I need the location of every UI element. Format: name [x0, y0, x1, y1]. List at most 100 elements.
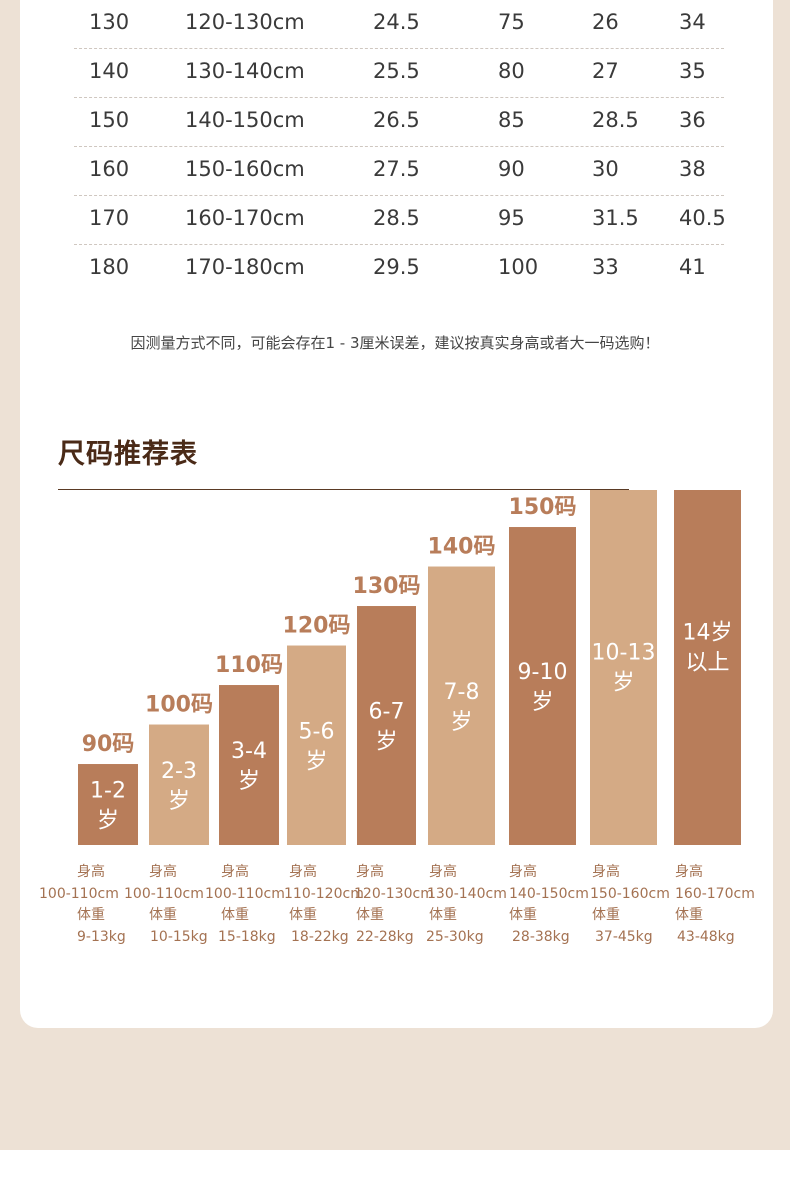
bar-age-label: 以上 [685, 651, 729, 676]
table-cell-size: 170 [89, 206, 130, 230]
table-row: 130 120-130cm 24.5 75 26 34 [74, 0, 724, 49]
bar-age-label: 9-10 [518, 660, 568, 685]
size-info: 身高 100-110cm 体重 10-15kg [124, 862, 229, 948]
table-cell-size: 130 [89, 10, 130, 34]
table-cell-col4: 95 [498, 206, 525, 230]
bar-age-label: 岁 [450, 710, 472, 735]
table-cell-col4: 85 [498, 108, 525, 132]
weight-value: 28-38kg [512, 928, 570, 945]
table-cell-col5: 26 [592, 10, 619, 34]
weight-value: 37-45kg [595, 928, 653, 945]
table-cell-height: 140-150cm [185, 108, 305, 132]
table-cell-col3: 25.5 [373, 59, 420, 83]
size-info: 身高 110-120cm 体重 18-22kg [284, 862, 369, 948]
category-label: 100码 [145, 693, 213, 718]
table-cell-col3: 24.5 [373, 10, 420, 34]
bar-age-label: 10-13 [592, 640, 656, 665]
height-label: 身高 [592, 864, 620, 880]
weight-label: 体重 [77, 907, 105, 923]
height-value: 120-130cm [354, 885, 434, 902]
table-cell-col3: 28.5 [373, 206, 420, 230]
size-info: 身高 160-170cm 体重 43-48kg [675, 862, 755, 948]
table-cell-col6: 41 [679, 255, 706, 279]
bar-age-label: 3-4 [231, 739, 267, 764]
bar-age-label: 岁 [305, 749, 327, 774]
table-cell-size: 150 [89, 108, 130, 132]
weight-label: 体重 [289, 907, 317, 923]
table-cell-col5: 31.5 [592, 206, 639, 230]
table-cell-col4: 90 [498, 157, 525, 181]
bar-age-label: 1-2 [90, 779, 126, 804]
weight-value: 10-15kg [150, 928, 208, 945]
weight-value: 22-28kg [356, 928, 414, 945]
category-label: 110码 [215, 653, 283, 678]
size-info: 身高 100-110cm 体重 15-18kg [205, 862, 301, 948]
height-value: 110-120cm [284, 885, 364, 902]
height-label: 身高 [509, 864, 537, 880]
chart-title: 尺码推荐表 [58, 439, 198, 470]
table-cell-col6: 36 [679, 108, 706, 132]
weight-value: 43-48kg [677, 928, 735, 945]
bar-130码 [357, 606, 416, 845]
table-cell-col6: 35 [679, 59, 706, 83]
table-cell-col5: 30 [592, 157, 619, 181]
size-info: 身高 100-110cm 体重 9-13kg [39, 862, 157, 948]
category-label: 140码 [428, 535, 496, 560]
table-cell-height: 120-130cm [185, 10, 305, 34]
height-label: 身高 [675, 864, 703, 880]
table-cell-size: 160 [89, 157, 130, 181]
size-table: 130 120-130cm 24.5 75 26 34 140 130-140cm 25.5 80… [74, 0, 726, 293]
category-label: 150码 [509, 495, 577, 520]
bar-age-label: 岁 [375, 730, 397, 755]
title-divider [58, 489, 629, 490]
table-cell-col5: 33 [592, 255, 619, 279]
table-cell-col3: 27.5 [373, 157, 420, 181]
height-label: 身高 [429, 864, 457, 880]
bar-170码 [674, 490, 741, 845]
height-value: 150-160cm [590, 885, 670, 902]
height-value: 100-110cm [124, 885, 204, 902]
height-value: 100-110cm [39, 885, 119, 902]
bar-age-label: 岁 [97, 809, 119, 834]
bar-age-label: 7-8 [444, 680, 480, 705]
height-value: 130-140cm [427, 885, 507, 902]
bar-age-label: 2-3 [161, 759, 197, 784]
weight-value: 25-30kg [426, 928, 484, 945]
bar-age-label: 岁 [531, 690, 553, 715]
bar-90码 [78, 764, 138, 845]
weight-value: 18-22kg [291, 928, 349, 945]
height-value: 160-170cm [675, 885, 755, 902]
size-info: 身高 150-160cm 体重 37-45kg [590, 862, 672, 948]
weight-value: 9-13kg [77, 928, 126, 945]
weight-value: 15-18kg [218, 928, 276, 945]
category-label: 90码 [82, 732, 135, 757]
bar-140码 [428, 566, 495, 845]
size-info: 身高 130-140cm 体重 25-30kg [426, 862, 509, 948]
table-cell-size: 180 [89, 255, 130, 279]
table-cell-col6: 34 [679, 10, 706, 34]
weight-label: 体重 [356, 907, 384, 923]
bar-150码 [509, 527, 576, 845]
table-cell-col6: 40.5 [679, 206, 726, 230]
weight-label: 体重 [221, 907, 249, 923]
weight-label: 体重 [429, 907, 457, 923]
table-row: 150 140-150cm 26.5 85 28.5 36 [74, 98, 724, 147]
height-label: 身高 [149, 864, 177, 880]
bar-160码 [590, 490, 657, 845]
weight-label: 体重 [149, 907, 177, 923]
bar-110码 [219, 685, 279, 845]
category-label: 120码 [283, 614, 351, 639]
bar-age-label: 6-7 [369, 700, 405, 725]
table-cell-size: 140 [89, 59, 130, 83]
weight-label: 体重 [509, 907, 537, 923]
height-label: 身高 [356, 864, 384, 880]
bar-age-label: 5-6 [299, 719, 335, 744]
table-cell-col3: 29.5 [373, 255, 420, 279]
table-cell-col5: 28.5 [592, 108, 639, 132]
table-cell-col4: 100 [498, 255, 539, 279]
weight-label: 体重 [592, 907, 620, 923]
size-info: 身高 120-130cm 体重 22-28kg [354, 862, 436, 948]
table-cell-height: 150-160cm [185, 157, 305, 181]
height-label: 身高 [77, 864, 105, 880]
table-cell-col6: 38 [679, 157, 706, 181]
